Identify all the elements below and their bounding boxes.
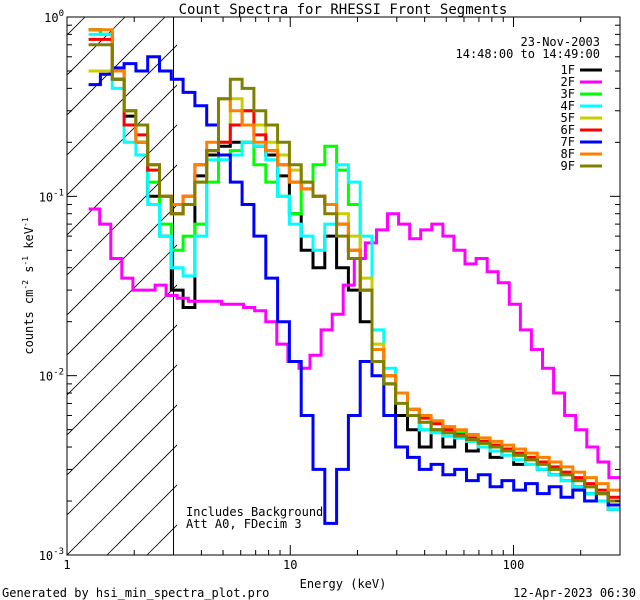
y-tick-label: 10-3 (39, 547, 64, 563)
series-9f-line (88, 43, 620, 503)
series-2f-line (88, 207, 620, 480)
legend-label-2f: 2F (561, 75, 575, 89)
legend-label-7f: 7F (561, 135, 575, 149)
hatch-line (67, 44, 177, 156)
legend-label-5f: 5F (561, 111, 575, 125)
legend-label-6f: 6F (561, 123, 575, 137)
legend-label-3f: 3F (561, 87, 575, 101)
hatch-line (67, 444, 177, 555)
legend-label-8f: 8F (561, 147, 575, 161)
x-axis-label: Energy (keV) (300, 577, 387, 591)
hatch-line (67, 364, 177, 476)
hatch-line (67, 404, 177, 516)
footer-generator: Generated by hsi_min_spectra_plot.pro (2, 586, 269, 600)
x-tick-label: 100 (503, 558, 525, 572)
hatch-line (67, 164, 177, 276)
y-tick-label: 100 (44, 9, 64, 25)
attenuator-hatch (67, 17, 177, 555)
plot-frame (66, 16, 621, 556)
axes-group: 1 10 100 100 10-1 10-2 10-3 (39, 9, 621, 572)
legend-label-4f: 4F (561, 99, 575, 113)
legend-label-9f: 9F (561, 159, 575, 173)
hatch-line (67, 204, 177, 316)
hatch-line (67, 17, 166, 116)
series-8f-line (88, 28, 620, 492)
chart-title: Count Spectra for RHESSI Front Segments (179, 2, 508, 18)
footer-timestamp: 12-Apr-2023 06:30 (513, 586, 636, 600)
hatch-line (67, 284, 177, 396)
attenuator-note: Att A0, FDecim 3 (186, 517, 302, 531)
time-range-label: 14:48:00 to 14:49:00 (456, 47, 601, 61)
y-tick-label: 10-1 (39, 188, 64, 204)
legend-label-1f: 1F (561, 63, 575, 77)
series-group (88, 28, 620, 525)
series-7f-line (88, 55, 620, 525)
hatch-line (67, 244, 177, 356)
hatch-line (67, 17, 126, 76)
date-label: 23-Nov-2003 (521, 35, 600, 49)
y-tick-label: 10-2 (39, 368, 64, 384)
x-tick-label: 1 (63, 558, 70, 572)
series-4f-line (88, 32, 620, 511)
hatch-line (67, 84, 177, 196)
y-axis-label: counts cm-2 s-1 keV-1 (21, 217, 36, 354)
x-tick-label: 10 (283, 558, 297, 572)
background-note: Includes Background (186, 505, 323, 519)
